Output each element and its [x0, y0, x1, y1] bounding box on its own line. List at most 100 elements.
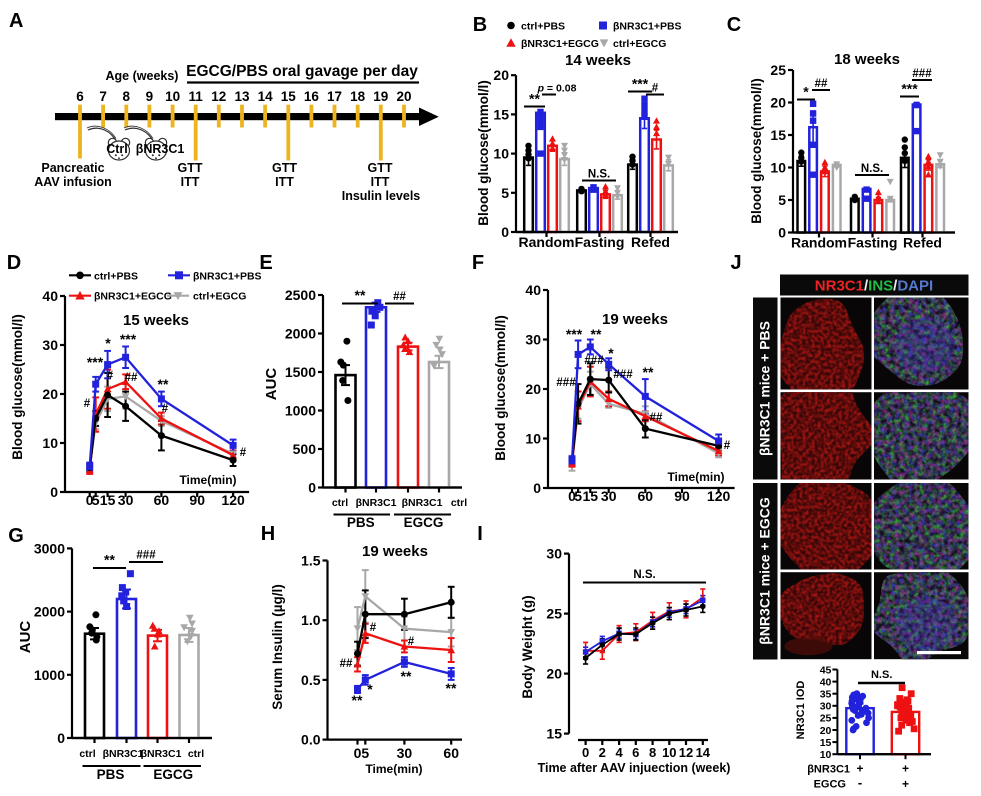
svg-text:Insulin levels: Insulin levels: [342, 189, 421, 203]
svg-text:ctrl: ctrl: [79, 748, 95, 760]
svg-text:2000: 2000: [34, 604, 65, 620]
svg-text:60: 60: [638, 488, 654, 504]
svg-text:βNR3C1+PBS: βNR3C1+PBS: [613, 21, 682, 33]
svg-text:+: +: [902, 762, 909, 776]
svg-text:15: 15: [583, 488, 599, 504]
svg-text:###: ###: [912, 68, 932, 80]
svg-text:10: 10: [42, 435, 58, 451]
svg-text:20: 20: [546, 666, 562, 682]
svg-text:βNR3C1: βNR3C1: [807, 764, 850, 776]
svg-text:10: 10: [493, 146, 509, 162]
svg-text:0: 0: [57, 730, 65, 746]
svg-text:***: ***: [632, 76, 649, 92]
svg-text:##: ##: [815, 78, 828, 90]
svg-text:0.0: 0.0: [301, 732, 321, 748]
svg-text:5: 5: [778, 192, 786, 208]
svg-text:#: #: [370, 622, 377, 634]
svg-text:0: 0: [533, 480, 541, 496]
svg-text:5: 5: [574, 488, 582, 504]
svg-text:500: 500: [293, 441, 317, 457]
svg-text:0: 0: [86, 492, 94, 508]
svg-text:120: 120: [221, 492, 245, 508]
svg-text:18 weeks: 18 weeks: [834, 51, 900, 68]
svg-text:12: 12: [211, 89, 226, 104]
svg-text:B: B: [473, 14, 487, 36]
svg-text:*: *: [105, 335, 111, 351]
svg-text:19: 19: [373, 89, 388, 104]
svg-text:βNR3C1+EGCG: βNR3C1+EGCG: [521, 38, 599, 50]
svg-text:30: 30: [42, 337, 58, 353]
svg-text:30: 30: [525, 332, 541, 348]
svg-text:0: 0: [50, 484, 58, 500]
svg-text:8: 8: [649, 745, 656, 760]
svg-text:0: 0: [568, 488, 576, 504]
svg-text:p = 0.08: p = 0.08: [537, 83, 577, 95]
svg-text:1000: 1000: [34, 667, 65, 683]
svg-text:GTT: GTT: [272, 161, 297, 175]
svg-text:20: 20: [820, 725, 832, 737]
svg-text:7: 7: [99, 89, 107, 104]
svg-text:##: ##: [650, 412, 663, 424]
svg-text:40: 40: [525, 282, 541, 298]
svg-text:**: **: [529, 91, 540, 107]
svg-text:###: ###: [613, 369, 633, 381]
svg-text:ITT: ITT: [275, 175, 294, 189]
svg-text:βNR3C1 mice + EGCG: βNR3C1 mice + EGCG: [757, 497, 773, 645]
svg-text:##: ##: [340, 658, 353, 670]
svg-text:**: **: [446, 680, 457, 696]
svg-text:I: I: [477, 523, 483, 545]
svg-text:2500: 2500: [285, 287, 316, 303]
svg-text:Time(min): Time(min): [179, 473, 236, 487]
svg-text:**: **: [591, 326, 602, 342]
svg-text:2: 2: [599, 745, 606, 760]
svg-text:3000: 3000: [34, 540, 65, 556]
svg-text:15: 15: [770, 127, 786, 143]
svg-text:βNR3C1+EGCG: βNR3C1+EGCG: [94, 291, 172, 303]
svg-text:Time(min): Time(min): [365, 762, 422, 776]
svg-text:Fasting: Fasting: [575, 234, 625, 250]
svg-text:30: 30: [397, 745, 413, 761]
svg-text:20: 20: [42, 386, 58, 402]
svg-text:ctrl+PBS: ctrl+PBS: [94, 270, 138, 282]
svg-text:6: 6: [76, 89, 84, 104]
svg-text:###: ###: [136, 550, 156, 562]
svg-text:EGCG: EGCG: [153, 767, 193, 782]
svg-text:#: #: [162, 403, 169, 415]
svg-text:25: 25: [820, 713, 832, 725]
svg-text:Time after AAV injuection (wee: Time after AAV injuection (week): [538, 761, 731, 775]
svg-text:βNR3C1 mice + PBS: βNR3C1 mice + PBS: [757, 321, 773, 456]
svg-text:#: #: [240, 447, 247, 459]
svg-text:90: 90: [674, 488, 690, 504]
svg-text:2000: 2000: [285, 326, 316, 342]
svg-text:30: 30: [820, 701, 832, 713]
svg-text:Random: Random: [791, 235, 847, 251]
svg-text:#: #: [652, 83, 659, 95]
svg-text:8: 8: [123, 89, 131, 104]
svg-text:*: *: [367, 681, 373, 697]
svg-text:15: 15: [493, 106, 509, 122]
svg-text:Body Weight (g): Body Weight (g): [520, 595, 535, 698]
svg-text:***: ***: [120, 331, 137, 347]
svg-text:C: C: [727, 14, 741, 36]
svg-text:**: **: [401, 668, 412, 684]
svg-text:Refed: Refed: [903, 235, 942, 251]
svg-text:**: **: [104, 552, 115, 568]
svg-text:Age (weeks): Age (weeks): [106, 69, 179, 83]
svg-text:1000: 1000: [285, 403, 316, 419]
svg-text:15 weeks: 15 weeks: [123, 312, 189, 329]
svg-text:##: ##: [125, 372, 138, 384]
svg-text:***: ***: [87, 354, 104, 370]
svg-text:H: H: [261, 523, 275, 545]
svg-text:ctrl+PBS: ctrl+PBS: [521, 21, 565, 33]
svg-text:1.0: 1.0: [301, 612, 321, 628]
svg-text:14: 14: [258, 89, 274, 104]
svg-text:AUC: AUC: [17, 621, 34, 654]
svg-text:Ctrl: Ctrl: [106, 142, 128, 156]
svg-text:15: 15: [820, 737, 832, 749]
svg-text:18: 18: [350, 89, 366, 104]
svg-text:*: *: [608, 345, 614, 361]
svg-text:Serum Insulin (µg/l): Serum Insulin (µg/l): [270, 584, 285, 710]
svg-text:NR3C1/INS/DAPI: NR3C1/INS/DAPI: [815, 278, 933, 295]
svg-text:G: G: [8, 525, 24, 547]
svg-text:##: ##: [393, 291, 406, 303]
